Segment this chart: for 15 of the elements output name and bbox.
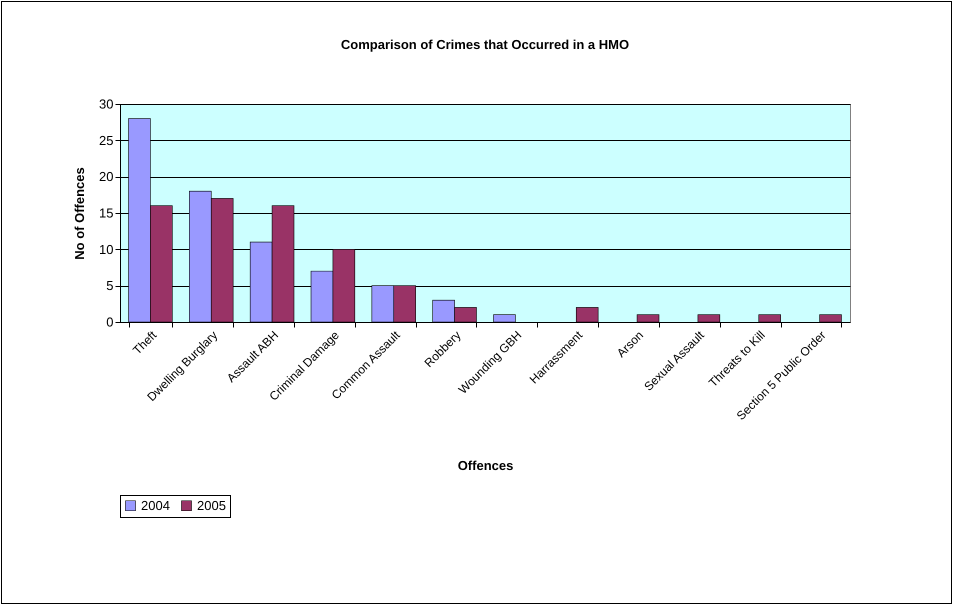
legend-label: 2005 <box>197 498 226 513</box>
x-axis-title: Offences <box>458 458 514 474</box>
y-tick-label: 20 <box>99 169 114 184</box>
y-tick-label: 10 <box>99 242 114 257</box>
y-tick-label: 25 <box>99 132 114 148</box>
legend-label: 2004 <box>141 498 170 513</box>
chart-title: Comparison of Crimes that Occurred in a HMO <box>340 37 630 52</box>
y-tick-label: 5 <box>106 278 114 294</box>
y-tick-label: 0 <box>106 314 114 330</box>
y-tick-label: 15 <box>99 206 114 220</box>
bar <box>493 314 516 322</box>
bar <box>758 314 781 322</box>
bar <box>698 314 720 322</box>
y-tick-label: 30 <box>99 96 114 112</box>
y-axis-title: No of Offences <box>72 167 88 260</box>
